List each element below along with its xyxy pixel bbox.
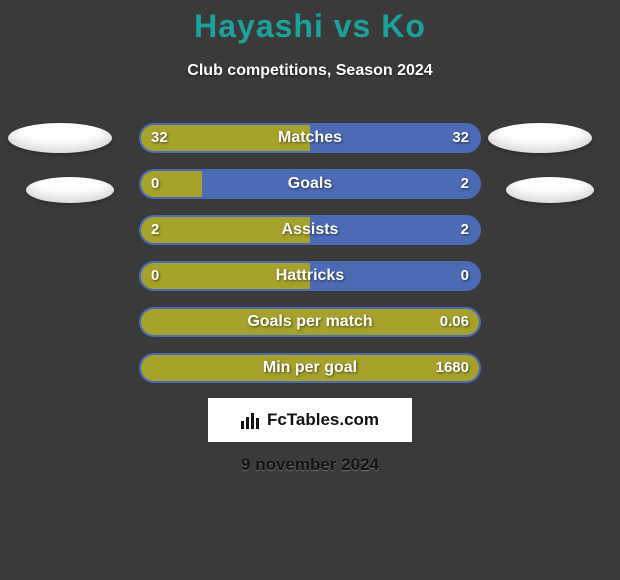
- stat-bar: Assists2 2: [139, 215, 481, 245]
- vs-text: vs: [334, 8, 372, 44]
- player-b-value: 2: [461, 217, 469, 243]
- avatar-ellipse: [506, 177, 594, 203]
- player-b-value: 0: [461, 263, 469, 289]
- stat-bar: Matches32 32: [139, 123, 481, 153]
- player-b-name: Ko: [381, 8, 426, 44]
- player-b-value: 32: [452, 125, 469, 151]
- player-b-value: 1680: [436, 355, 469, 381]
- comparison-infographic: Hayashi vs Ko Club competitions, Season …: [0, 0, 620, 580]
- stat-label: Assists: [141, 217, 479, 243]
- stat-label: Min per goal: [141, 355, 479, 381]
- stat-row: Matches32 32: [139, 123, 481, 153]
- title: Hayashi vs Ko: [0, 8, 620, 45]
- stat-label: Matches: [141, 125, 479, 151]
- stat-bar: Hattricks0 0: [139, 261, 481, 291]
- subtitle: Club competitions, Season 2024: [0, 62, 620, 80]
- player-a-name: Hayashi: [194, 8, 324, 44]
- player-a-value: 32: [151, 125, 168, 151]
- branding-badge: FcTables.com: [208, 398, 412, 442]
- stat-row: Min per goal1680: [139, 353, 481, 383]
- stat-label: Goals per match: [141, 309, 479, 335]
- stat-bar: Goals0 2: [139, 169, 481, 199]
- avatar-ellipse: [8, 123, 112, 153]
- stat-bar: Min per goal1680: [139, 353, 481, 383]
- player-b-value: 0.06: [440, 309, 469, 335]
- player-b-value: 2: [461, 171, 469, 197]
- avatar-ellipse: [26, 177, 114, 203]
- stat-row: Assists2 2: [139, 215, 481, 245]
- stat-row: Hattricks0 0: [139, 261, 481, 291]
- stat-row: Goals0 2: [139, 169, 481, 199]
- avatar-ellipse: [488, 123, 592, 153]
- branding-text: FcTables.com: [267, 410, 379, 430]
- stat-label: Goals: [141, 171, 479, 197]
- date-stamp: 9 november 2024: [0, 455, 620, 475]
- player-a-value: 0: [151, 263, 159, 289]
- stat-label: Hattricks: [141, 263, 479, 289]
- bar-chart-icon: [241, 411, 261, 429]
- stat-bar: Goals per match0.06: [139, 307, 481, 337]
- player-a-value: 0: [151, 171, 159, 197]
- player-a-value: 2: [151, 217, 159, 243]
- stat-row: Goals per match0.06: [139, 307, 481, 337]
